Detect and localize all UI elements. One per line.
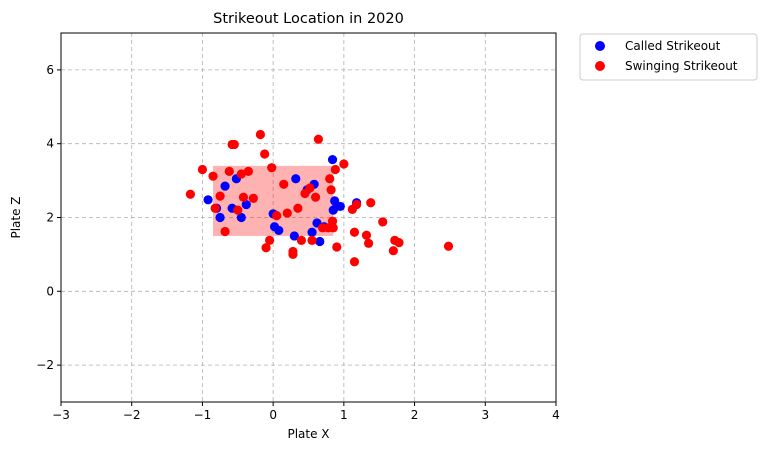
called-strikeout-point <box>315 236 325 247</box>
swinging-strikeout-point <box>388 246 398 256</box>
swinging-strikeout-point <box>185 189 196 199</box>
legend-box <box>579 33 758 81</box>
swinging-strikeout-point <box>293 203 303 213</box>
swinging-strikeout-point <box>267 163 277 173</box>
called-strikeout-point <box>215 212 225 223</box>
called-strikeout-point <box>291 174 301 184</box>
called-strikeout-point <box>307 227 317 237</box>
y-tick-label: 2 <box>46 211 54 225</box>
swinging-strikeout-point <box>349 227 360 237</box>
swinging-strikeout-point <box>261 243 271 253</box>
y-tick-label: −2 <box>36 358 54 372</box>
swinging-strikeout-point <box>305 183 315 193</box>
axis-ticks: −3 −2 −1 0 1 2 3 4 −2 0 2 4 6 <box>36 63 560 422</box>
swinging-strikeout-point <box>260 149 270 159</box>
swinging-strikeout-point <box>215 191 225 201</box>
swinging-strikeout-point <box>208 171 218 181</box>
swinging-strikeout-point <box>349 257 360 267</box>
swinging-strikeout-point <box>325 174 335 184</box>
x-tick-label: 1 <box>340 408 348 422</box>
swinging-strikeout-point <box>378 217 388 227</box>
swinging-strikeout-point <box>310 192 321 202</box>
legend-marker-called <box>595 41 605 51</box>
swinging-strikeout-point <box>364 238 374 248</box>
swinging-strikeout-point <box>243 166 253 176</box>
swinging-strikeout-point <box>255 129 266 140</box>
called-strikeout-point <box>203 195 213 205</box>
swinging-strikeout-point <box>220 226 230 237</box>
called-strikeout-point <box>327 154 338 165</box>
called-strikeout-point <box>236 212 246 223</box>
swinging-strikeout-point <box>327 216 338 226</box>
swinging-strikeout-point <box>233 205 243 215</box>
called-strikeout-point <box>274 225 284 236</box>
swinging-strikeout-point <box>332 242 342 252</box>
legend-label-called: Called Strikeout <box>625 39 721 53</box>
called-strikeout-point <box>335 201 345 212</box>
swinging-strikeout-point <box>351 199 362 210</box>
y-tick-label: 6 <box>46 63 54 77</box>
y-tick-label: 0 <box>46 284 54 298</box>
swinging-strikeout-point <box>330 164 340 175</box>
swinging-strikeout-point <box>238 192 249 202</box>
x-tick-label: 2 <box>411 408 419 422</box>
x-tick-label: 3 <box>481 408 489 422</box>
swinging-strikeout-point <box>248 193 258 203</box>
swinging-strikeout-point <box>307 235 317 245</box>
swinging-strikeout-point <box>197 164 208 175</box>
swinging-strikeout-point <box>394 237 404 248</box>
swinging-strikeout-point <box>296 235 307 245</box>
legend: Called Strikeout Swinging Strikeout <box>579 33 758 81</box>
swinging-strikeout-point <box>272 211 282 221</box>
legend-marker-swinging <box>595 61 605 71</box>
swinging-strikeout-point <box>339 159 349 169</box>
called-strikeout-point <box>220 181 230 191</box>
swinging-strikeout-point <box>313 134 323 144</box>
swinging-strikeout-point <box>361 230 372 240</box>
swinging-strikeout-point <box>288 246 298 257</box>
swinging-strikeout-point <box>229 139 239 150</box>
swinging-strikeout-point <box>282 208 292 218</box>
x-tick-label: 4 <box>552 408 560 422</box>
legend-label-swinging: Swinging Strikeout <box>625 59 738 73</box>
chart-title: Strikeout Location in 2020 <box>213 11 404 27</box>
x-tick-label: 0 <box>269 408 277 422</box>
swinging-strikeout-point <box>443 241 454 251</box>
swinging-strikeout-point <box>328 223 338 233</box>
x-tick-label: −3 <box>52 408 70 422</box>
x-tick-label: −1 <box>194 408 212 422</box>
called-strikeout-point <box>241 199 251 210</box>
swinging-strikeout-point <box>366 198 376 208</box>
swinging-strikeout-point <box>279 179 289 189</box>
swinging-strikeout-point <box>326 185 336 195</box>
called-strikeout-point <box>289 231 299 241</box>
y-axis-label: Plate Z <box>9 196 23 238</box>
data-points <box>185 129 454 267</box>
swinging-strikeout-point <box>236 169 246 179</box>
x-tick-label: −2 <box>123 408 141 422</box>
swinging-strikeout-point <box>265 235 275 245</box>
x-axis-label: Plate X <box>287 427 329 441</box>
swinging-strikeout-point <box>210 203 220 213</box>
swinging-strikeout-point <box>224 166 234 176</box>
y-tick-label: 4 <box>46 137 54 151</box>
